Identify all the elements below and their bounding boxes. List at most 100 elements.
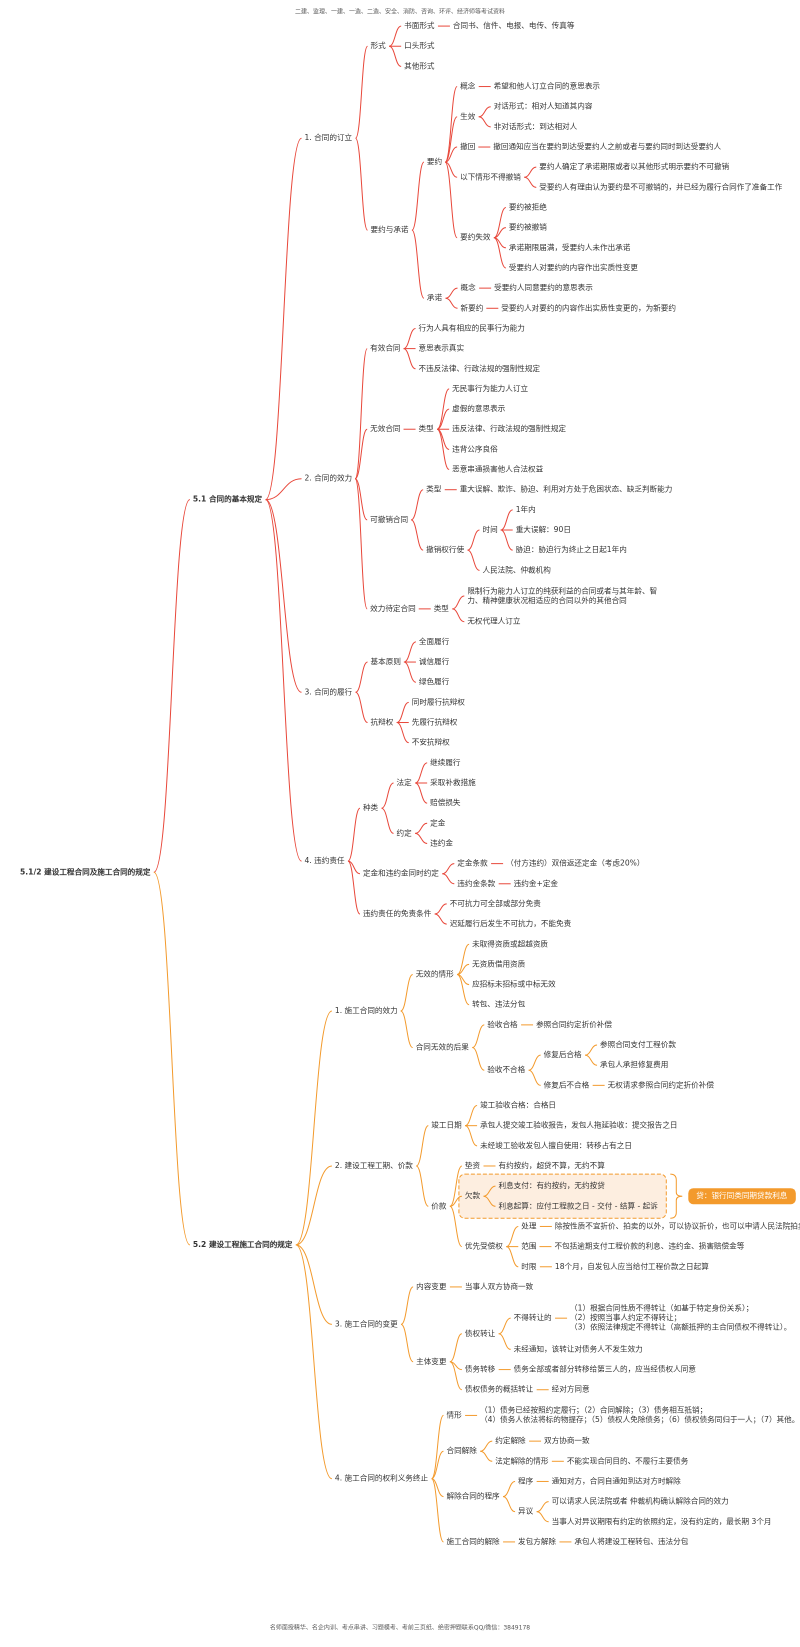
connector (498, 1333, 511, 1350)
branch-label: 2. 建设工程工期、价款 (335, 1160, 413, 1170)
leaf-label: 恶意串通损害他人合法权益 (452, 464, 544, 474)
connector (355, 45, 369, 139)
brace (670, 1173, 683, 1219)
branch-label: 效力待定合同 (370, 603, 416, 613)
leaf-label: 受要约人有理由认为要约是不可撤销的，并已经为履行合同作了准备工作 (539, 181, 782, 191)
connector (396, 722, 409, 744)
leaf-label: 可以请求人民法院或者 仲裁机构确认解除合同的效力 (552, 1496, 729, 1506)
branch-label: 情形 (446, 1409, 462, 1419)
connector (506, 1246, 519, 1268)
leaf-label: 未经竣工验收发包人擅自使用：转移占有之日 (480, 1140, 632, 1150)
branch-label: 时间 (483, 524, 498, 534)
branch-label: 书面形式 (404, 20, 435, 30)
leaf-label: 受要约人同意要约的意思表示 (494, 282, 593, 292)
leaf-label: 双方协商一致 (544, 1435, 590, 1445)
leaf-label: 同时履行抗辩权 (412, 696, 466, 706)
branch-label: 法定 (397, 777, 413, 787)
connector (506, 1225, 519, 1248)
leaf-label: 有约按约，超贷不算，无约不算 (498, 1160, 605, 1170)
highlight-box (458, 1173, 667, 1219)
connector (388, 45, 402, 67)
branch-label: 竣工日期 (431, 1120, 462, 1130)
branch-label: 类型 (419, 423, 435, 433)
connector-layer (153, 25, 683, 1543)
leaf-label: 无民事行为能力人订立 (452, 383, 528, 393)
connector (400, 1286, 414, 1325)
connector (524, 166, 537, 178)
leaf-label: 全面履行 (419, 636, 450, 646)
connector (400, 1323, 414, 1363)
connector (445, 287, 458, 299)
leaf-label: 先履行抗辩权 (412, 717, 458, 727)
connector (396, 701, 409, 724)
connector (414, 762, 428, 784)
branch-label: 内容变更 (416, 1281, 447, 1291)
leaf-label: 要约被拒绝 (509, 201, 547, 211)
connector (415, 1165, 429, 1207)
root-label: 5.1/2 建设工程合同及施工合同的规定 (20, 866, 151, 876)
leaf-label: 要约人确定了承诺期限或者以其他形式明示要约不可撤销 (539, 161, 729, 171)
connector (354, 478, 368, 521)
connector (444, 161, 458, 178)
leaf-label: 诚信履行 (419, 656, 450, 666)
connector (500, 509, 513, 531)
branch-label: 优先受偿权 (465, 1241, 503, 1251)
connector (410, 519, 424, 551)
leaf-label: 参照合同约定折价补偿 (536, 1019, 612, 1029)
label-layer: 5.1/2 建设工程合同及施工合同的规定 5.1 合同的基本规定 1. 合同的订立 形… (20, 20, 800, 1546)
leaf-label: 要约被撤销 (509, 222, 547, 232)
connector (449, 1361, 463, 1391)
connector (524, 176, 537, 188)
leaf-label: 债务全部或者部分转移给第三人的，应当经债权人同意 (514, 1364, 697, 1374)
connector (478, 116, 491, 128)
connector (528, 1069, 541, 1086)
branch-label: 撤回 (460, 141, 475, 151)
leaf-label: 当事人对异议期限有约定的依照约定，没有约定的，最长期 3个月 (552, 1516, 772, 1526)
branch-label: 验收不合格 (487, 1064, 525, 1074)
connector (493, 237, 507, 269)
branch-label: 验收合格 (487, 1019, 518, 1029)
connector (464, 1125, 478, 1147)
leaf-label: 受要约人对要约的内容作出实质性变更的，为新要约 (501, 302, 676, 312)
connector (498, 1317, 511, 1335)
connector (354, 428, 368, 480)
connector (388, 25, 402, 47)
connector (403, 661, 417, 683)
branch-label: 4. 违约责任 (305, 855, 345, 865)
connector (472, 1024, 485, 1049)
branch-label: 以下情形不得撤销 (460, 171, 521, 181)
connector (584, 1054, 598, 1066)
leaf-label: 无资质借用资质 (472, 958, 526, 968)
connector (403, 348, 416, 370)
connector (480, 1440, 493, 1452)
connector (436, 428, 450, 471)
branch-label: 1. 合同的订立 (305, 132, 353, 142)
connector (415, 822, 428, 834)
branch-label: 定金条款 (457, 858, 488, 868)
connector (467, 549, 480, 571)
connector (411, 229, 425, 299)
connector (153, 499, 191, 873)
footer: 名师面授精华、名企内训、考点串讲、习题模考、考前三页纸、绝密押题联系QQ/微信：… (270, 1624, 530, 1632)
branch-label: 合同解除 (446, 1445, 477, 1455)
branch-label: 处理 (521, 1220, 537, 1230)
connector (456, 973, 470, 1006)
branch-label: 概念 (460, 81, 476, 91)
branch-label: 主体变更 (416, 1356, 447, 1366)
branch-label: 不得转让的 (514, 1312, 552, 1322)
leaf-label: 未经通知，该转让对债务人不发生效力 (514, 1343, 643, 1353)
branch-label: 新要约 (461, 302, 484, 312)
branch-label: 解除合同的程序 (446, 1491, 500, 1501)
leaf-label: 赔偿损失 (430, 797, 461, 807)
connector (472, 1047, 485, 1071)
branch-label: 欠款 (465, 1190, 481, 1200)
leaf-label: 1年内 (516, 504, 536, 514)
branch-label: 债务转移 (465, 1364, 496, 1374)
leaf-label: 行为人具有相应的民事行为能力 (419, 322, 525, 332)
branch-label: 违约金条款 (457, 878, 495, 888)
connector (381, 807, 394, 834)
leaf-label: 人民法院、仲裁机构 (483, 564, 552, 574)
connector (347, 860, 361, 915)
leaf-label: 非对话形式：到达相对人 (494, 121, 578, 131)
connector (444, 86, 458, 163)
